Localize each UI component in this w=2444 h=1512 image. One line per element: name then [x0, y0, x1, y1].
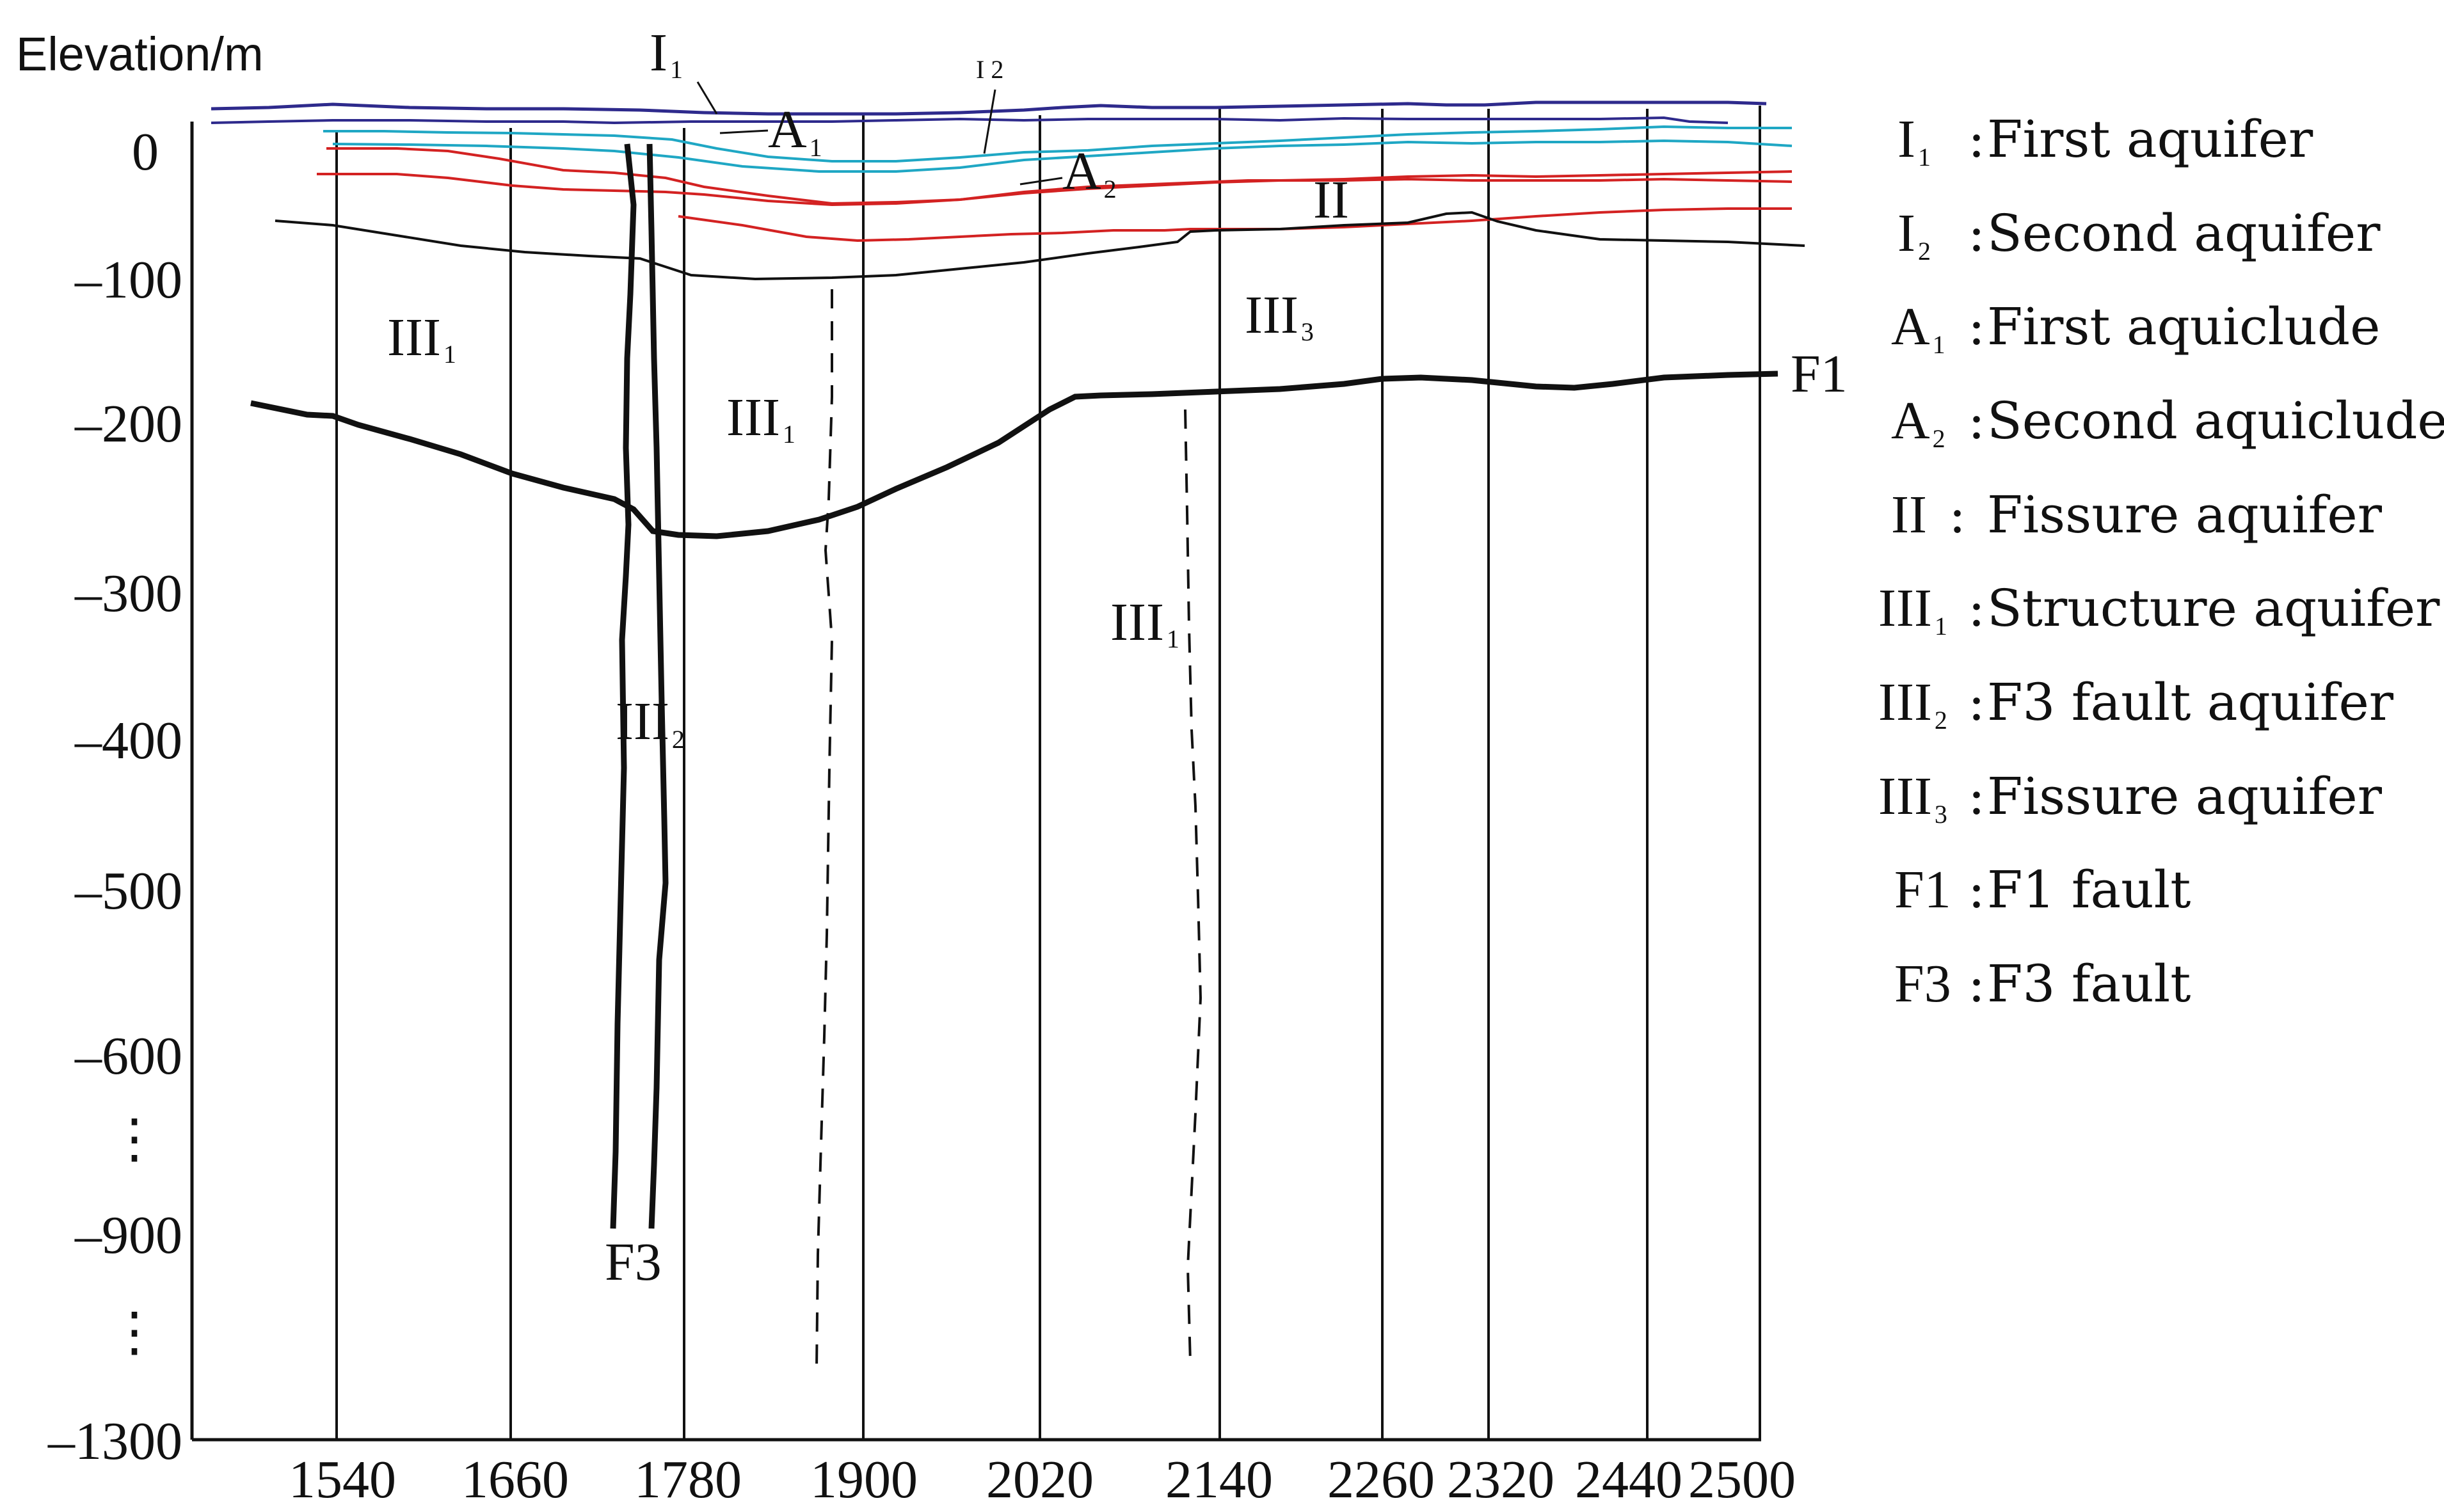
zone-f3-label: F3 — [605, 1232, 662, 1292]
y-label: 0 — [132, 122, 159, 182]
legend-label: F3 fault — [1987, 954, 2191, 1014]
legend-separator: : — [1968, 109, 1985, 169]
f1-fault-line — [250, 370, 1778, 539]
weathered-zone-base-line — [275, 211, 1805, 281]
legend-symbol: III 1 — [1878, 578, 1947, 641]
legend-separator: : — [1968, 578, 1985, 638]
y-label: ⋮ — [108, 1110, 161, 1169]
dashed-boundary-left-line — [815, 289, 834, 1370]
legend-separator: : — [1968, 391, 1985, 450]
i1-pointer — [696, 81, 718, 115]
f3-fault-left-line — [610, 143, 637, 1229]
legend-item: F3 : F3 fault — [1894, 954, 2191, 1014]
axis-title: Elevation/m — [16, 28, 264, 81]
vertical-grid-lines — [335, 106, 1761, 1440]
f3-fault-right-line — [646, 143, 669, 1229]
zone-iii1-left-label: III 1 — [387, 308, 456, 369]
legend-label: First aquiclude — [1987, 297, 2380, 356]
legend-separator: : — [1968, 203, 1985, 263]
legend-label: Structure aquifer — [1987, 578, 2440, 638]
y-label: –300 — [74, 564, 182, 623]
y-label: –100 — [74, 250, 182, 310]
x-label: 2440 — [1575, 1450, 1682, 1509]
y-axis-labels: 0 –100 –200 –300 –400 –500 –600 ⋮ –900 ⋮… — [47, 122, 182, 1471]
aquiclude-middle-line — [317, 173, 1793, 207]
zone-iii1-mid-label: III 1 — [726, 388, 795, 449]
legend-label: First aquifer — [1987, 109, 2313, 169]
legend-item: II : Fissure aquifer — [1891, 485, 2383, 545]
a1-pointer — [719, 129, 769, 134]
legend-symbol: F3 — [1894, 954, 1951, 1014]
x-label: 1660 — [461, 1450, 569, 1509]
first-aquifer-base-line — [323, 125, 1792, 163]
legend-separator: : — [1949, 485, 1966, 545]
first-aquifer-lower-line — [332, 139, 1793, 173]
zone-f1-label: F1 — [1791, 344, 1848, 404]
x-label: 2140 — [1165, 1450, 1273, 1509]
aquiclude-bottom-line — [678, 207, 1792, 243]
y-label: –400 — [74, 711, 182, 770]
legend-label: F1 fault — [1987, 860, 2191, 919]
y-label: –200 — [74, 394, 182, 454]
legend-symbol: III 2 — [1878, 672, 1947, 735]
x-label: 1780 — [634, 1450, 742, 1509]
zone-iii2-label: III 2 — [616, 692, 685, 754]
y-label: –900 — [74, 1206, 182, 1265]
x-label: 1540 — [289, 1450, 396, 1509]
i2-pointer — [983, 89, 996, 154]
legend-item: F1 : F1 fault — [1894, 860, 2191, 919]
legend-item: III 3 : Fissure aquifer — [1878, 767, 2383, 829]
x-label: 1900 — [810, 1450, 918, 1509]
legend-symbol: F1 — [1894, 860, 1951, 919]
y-label: –500 — [74, 861, 182, 921]
legend-label: Fissure aquifer — [1987, 485, 2383, 545]
zone-i2-label: I 2 — [976, 55, 1003, 84]
dashed-boundary-right-line — [1184, 409, 1202, 1364]
x-label: 2260 — [1327, 1450, 1435, 1509]
zone-iii1-right-label: III 1 — [1110, 593, 1179, 653]
ground-surface-lower-line — [211, 116, 1729, 125]
zone-ii-label: II — [1313, 170, 1349, 230]
legend-label: Second aquifer — [1987, 203, 2381, 263]
y-label: ⋮ — [108, 1303, 161, 1362]
x-label: 2020 — [986, 1450, 1094, 1509]
legend-label: Fissure aquifer — [1987, 767, 2383, 826]
y-label: –1300 — [47, 1412, 182, 1471]
zone-iii3-label: III 3 — [1245, 285, 1314, 346]
legend-item: III 1 : Structure aquifer — [1878, 578, 2440, 641]
legend-symbol: II — [1891, 485, 1927, 545]
legend-separator: : — [1968, 860, 1985, 919]
legend-symbol: III 3 — [1878, 767, 1947, 829]
legend-separator: : — [1968, 672, 1985, 732]
x-axis-labels: 1540 1660 1780 1900 2020 2140 2260 2320 … — [289, 1450, 1796, 1509]
a2-pointer — [1019, 177, 1063, 186]
legend-separator: : — [1968, 954, 1985, 1014]
legend-label: Second aquiclude — [1987, 391, 2444, 450]
legend-item: III 2 : F3 fault aquifer — [1878, 672, 2394, 735]
f1-pointer — [1753, 372, 1778, 377]
x-label: 2500 — [1688, 1450, 1796, 1509]
legend-separator: : — [1968, 767, 1985, 826]
legend-label: F3 fault aquifer — [1987, 672, 2394, 732]
x-label: 2320 — [1447, 1450, 1554, 1509]
legend-separator: : — [1968, 297, 1985, 356]
y-label: –600 — [74, 1026, 182, 1086]
ground-surface-line — [211, 100, 1767, 116]
